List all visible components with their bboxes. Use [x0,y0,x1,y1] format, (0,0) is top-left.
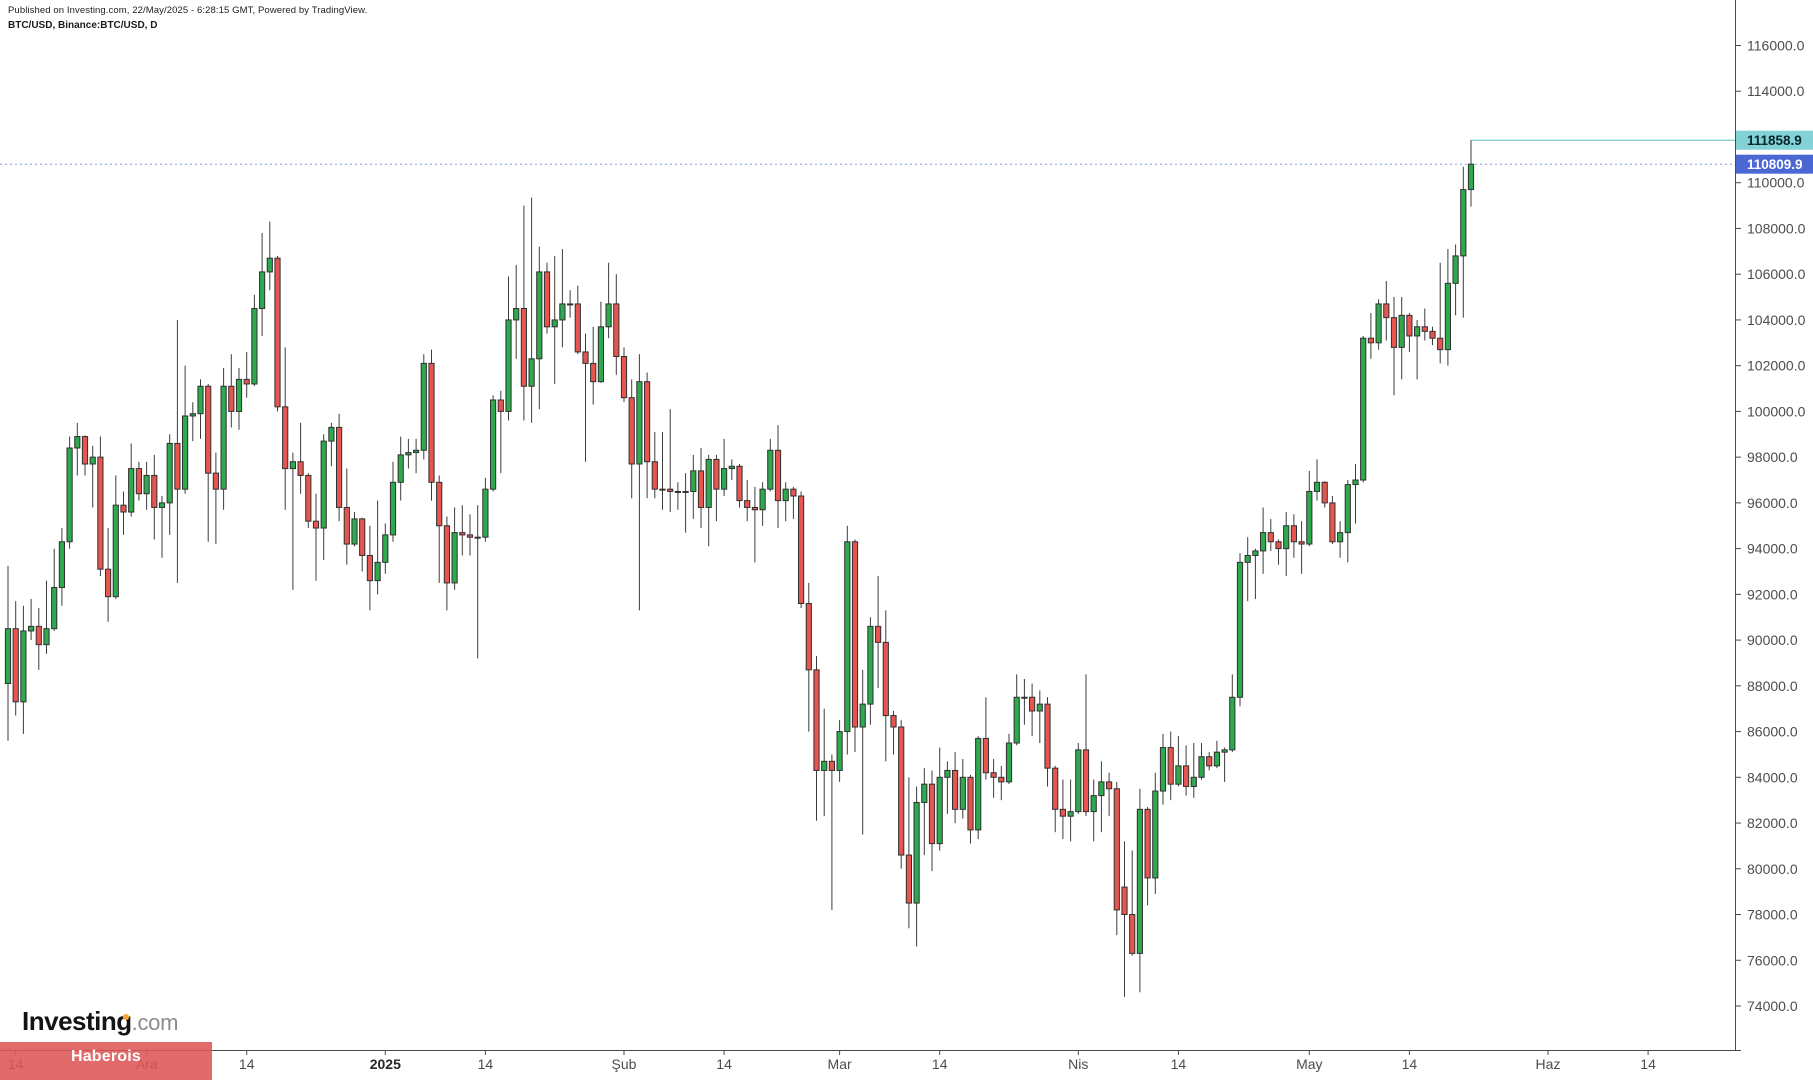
svg-text:78000.0: 78000.0 [1747,907,1798,923]
svg-text:14: 14 [716,1056,732,1072]
svg-text:Nis: Nis [1068,1056,1088,1072]
svg-text:Haz: Haz [1536,1056,1561,1072]
investing-logo-suffix: .com [131,1010,179,1035]
price-lines [0,139,1735,165]
svg-text:102000.0: 102000.0 [1747,358,1806,374]
svg-text:May: May [1296,1056,1322,1072]
svg-text:76000.0: 76000.0 [1747,952,1798,968]
svg-text:116000.0: 116000.0 [1747,38,1805,54]
svg-text:14: 14 [478,1056,494,1072]
svg-text:96000.0: 96000.0 [1747,495,1798,511]
svg-text:14: 14 [239,1056,255,1072]
time-axis[interactable]: 14Ara14202514Şub14Mar14Nis14May14Haz14 [8,1050,1656,1072]
svg-text:92000.0: 92000.0 [1747,586,1798,602]
logo-i-dot [123,1014,129,1020]
svg-text:98000.0: 98000.0 [1747,449,1798,465]
svg-text:74000.0: 74000.0 [1747,998,1798,1014]
svg-text:111858.9: 111858.9 [1747,133,1802,148]
investing-logo: Investing.com [22,1006,178,1037]
svg-text:84000.0: 84000.0 [1747,769,1798,785]
symbol-title: BTC/USD, Binance:BTC/USD, D [8,20,158,31]
svg-text:88000.0: 88000.0 [1747,678,1798,694]
publish-attribution: Published on Investing.com, 22/May/2025 … [8,5,368,16]
svg-text:2025: 2025 [370,1056,401,1072]
haberois-watermark-banner: Haberois [0,1042,212,1080]
svg-text:14: 14 [1171,1056,1187,1072]
chart-header: Published on Investing.com, 22/May/2025 … [8,5,367,31]
candles[interactable] [4,140,1475,997]
haberois-watermark-label: Haberois [70,1048,142,1065]
price-badges: 111858.9 110809.9 [1736,130,1813,174]
svg-text:94000.0: 94000.0 [1747,541,1798,557]
svg-text:86000.0: 86000.0 [1747,724,1798,740]
svg-text:80000.0: 80000.0 [1747,861,1798,877]
price-axis[interactable]: 116000.0 114000.0 110000.0 108000.0 106000.0… [1735,38,1806,1015]
svg-text:100000.0: 100000.0 [1747,403,1806,419]
svg-text:14: 14 [1402,1056,1418,1072]
svg-text:82000.0: 82000.0 [1747,815,1798,831]
svg-text:14: 14 [932,1056,948,1072]
svg-text:Şub: Şub [612,1056,637,1072]
svg-text:14: 14 [1640,1056,1656,1072]
last-price-badge: 110809.9 [1736,154,1813,174]
investing-logo-text: Investing [22,1006,132,1036]
svg-text:104000.0: 104000.0 [1747,312,1806,328]
svg-text:110000.0: 110000.0 [1747,175,1805,191]
svg-text:106000.0: 106000.0 [1747,266,1806,282]
svg-text:108000.0: 108000.0 [1747,220,1806,236]
svg-text:110809.9: 110809.9 [1747,157,1803,172]
svg-text:114000.0: 114000.0 [1747,83,1805,99]
axes [0,0,1741,1051]
high-price-badge: 111858.9 [1736,130,1813,150]
svg-text:90000.0: 90000.0 [1747,632,1798,648]
svg-text:Mar: Mar [828,1056,852,1072]
